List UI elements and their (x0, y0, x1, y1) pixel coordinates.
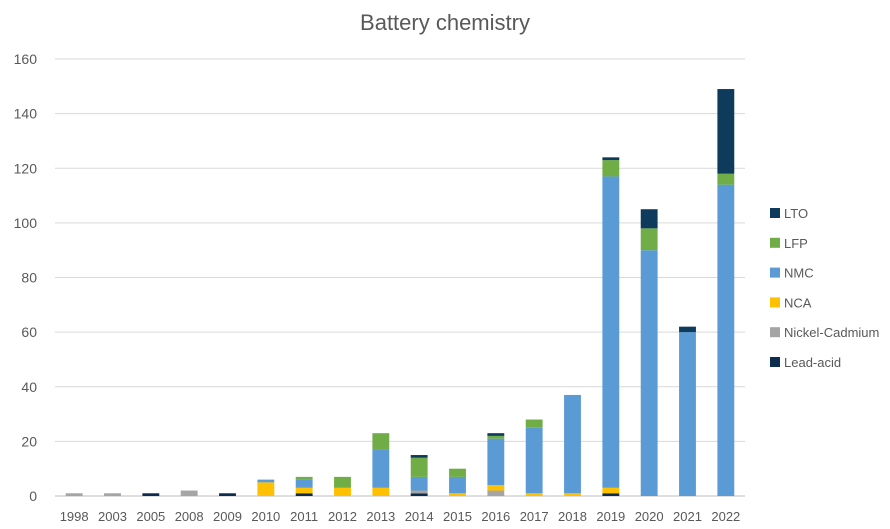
x-tick-label: 2003 (98, 509, 127, 524)
y-tick-label: 120 (14, 160, 38, 176)
bar-segment (640, 250, 658, 496)
bar-segment (487, 485, 505, 491)
bar-segment (295, 493, 313, 496)
legend-swatch (770, 237, 780, 248)
legend-swatch (770, 297, 780, 308)
y-tick-label: 80 (21, 270, 37, 286)
bar-segment (449, 493, 466, 496)
bar-segment (449, 468, 466, 477)
bar-segment (142, 493, 160, 496)
legend-swatch (770, 357, 780, 367)
bar-segment (525, 427, 543, 494)
bar-segment (487, 435, 505, 439)
bars (65, 89, 735, 496)
x-tick-label: 1998 (60, 509, 89, 524)
bar-segment (219, 493, 236, 496)
y-tick-label: 40 (21, 379, 37, 395)
bar-segment (717, 184, 735, 496)
legend: LTO LFP NMC NCA Nickel-Cadmium Lead-acid (770, 206, 879, 370)
bar-segment (410, 457, 428, 477)
chart-title: Battery chemistry (360, 10, 530, 35)
bar-segment (295, 476, 313, 480)
bar-segment (717, 173, 735, 185)
bar-segment (602, 487, 620, 494)
bar-segment (295, 479, 313, 488)
bar-segment (65, 493, 83, 496)
bar-segment (449, 476, 466, 494)
legend-label: NMC (784, 266, 814, 281)
bar-segment (334, 476, 351, 488)
bar-segment (679, 326, 696, 333)
bar-segment (564, 493, 581, 496)
bar-segment (372, 449, 390, 488)
bar-segment (257, 479, 275, 483)
x-tick-label: 2008 (175, 509, 204, 524)
bar-segment (487, 490, 505, 496)
x-tick-label: 2009 (213, 509, 242, 524)
y-axis-tick-labels: 0 20 40 60 80 100 120 140 160 (14, 51, 38, 504)
y-tick-label: 60 (21, 324, 37, 340)
legend-label: Nickel-Cadmium (784, 325, 879, 340)
bar-segment (104, 493, 121, 496)
bar-segment (564, 394, 581, 494)
x-tick-label: 2011 (290, 509, 318, 524)
legend-swatch (770, 267, 780, 278)
bar-segment (525, 493, 543, 496)
legend-swatch (770, 208, 780, 218)
bar-segment (410, 455, 428, 458)
bar-segment (679, 332, 696, 496)
legend-label: LFP (784, 236, 808, 251)
bar-segment (525, 419, 543, 428)
bar-segment (487, 433, 505, 436)
x-tick-label: 2020 (635, 509, 664, 524)
x-tick-label: 2012 (328, 509, 357, 524)
gridlines (55, 58, 745, 497)
bar-segment (410, 490, 428, 494)
x-tick-label: 2014 (405, 509, 434, 524)
y-tick-label: 140 (14, 106, 38, 122)
bar-segment (602, 160, 620, 177)
y-tick-label: 160 (14, 51, 38, 67)
bar-segment (640, 209, 658, 229)
x-tick-label: 2013 (366, 509, 395, 524)
x-tick-label: 2017 (520, 509, 549, 524)
bar-segment (334, 487, 351, 496)
bar-segment (717, 89, 735, 174)
x-tick-label: 2018 (558, 509, 587, 524)
bar-segment (602, 157, 620, 161)
legend-label: LTO (784, 206, 808, 221)
y-tick-label: 0 (29, 488, 37, 504)
x-tick-label: 2021 (673, 509, 702, 524)
bar-segment (602, 176, 620, 488)
bar-segment (640, 228, 658, 251)
legend-label: NCA (784, 295, 812, 310)
x-tick-label: 2005 (136, 509, 165, 524)
x-tick-label: 2019 (596, 509, 625, 524)
bar-segment (602, 493, 620, 496)
y-tick-label: 100 (14, 215, 38, 231)
bar-segment (410, 476, 428, 491)
x-tick-label: 2016 (481, 509, 510, 524)
x-tick-label: 2010 (251, 509, 280, 524)
x-tick-label: 2015 (443, 509, 472, 524)
bar-segment (372, 433, 390, 450)
x-axis-tick-labels: 1998 2003 2005 2008 2009 2010 2011 2012 2013 2014… (60, 509, 741, 524)
legend-label: Lead-acid (784, 355, 841, 370)
bar-segment (372, 487, 390, 496)
x-tick-label: 2022 (711, 509, 740, 524)
bar-segment (410, 493, 428, 496)
legend-swatch (770, 327, 780, 338)
y-tick-label: 20 (21, 433, 37, 449)
bar-segment (180, 490, 198, 496)
bar-segment (295, 487, 313, 494)
bar-segment (487, 438, 505, 486)
bar-segment (257, 482, 275, 496)
